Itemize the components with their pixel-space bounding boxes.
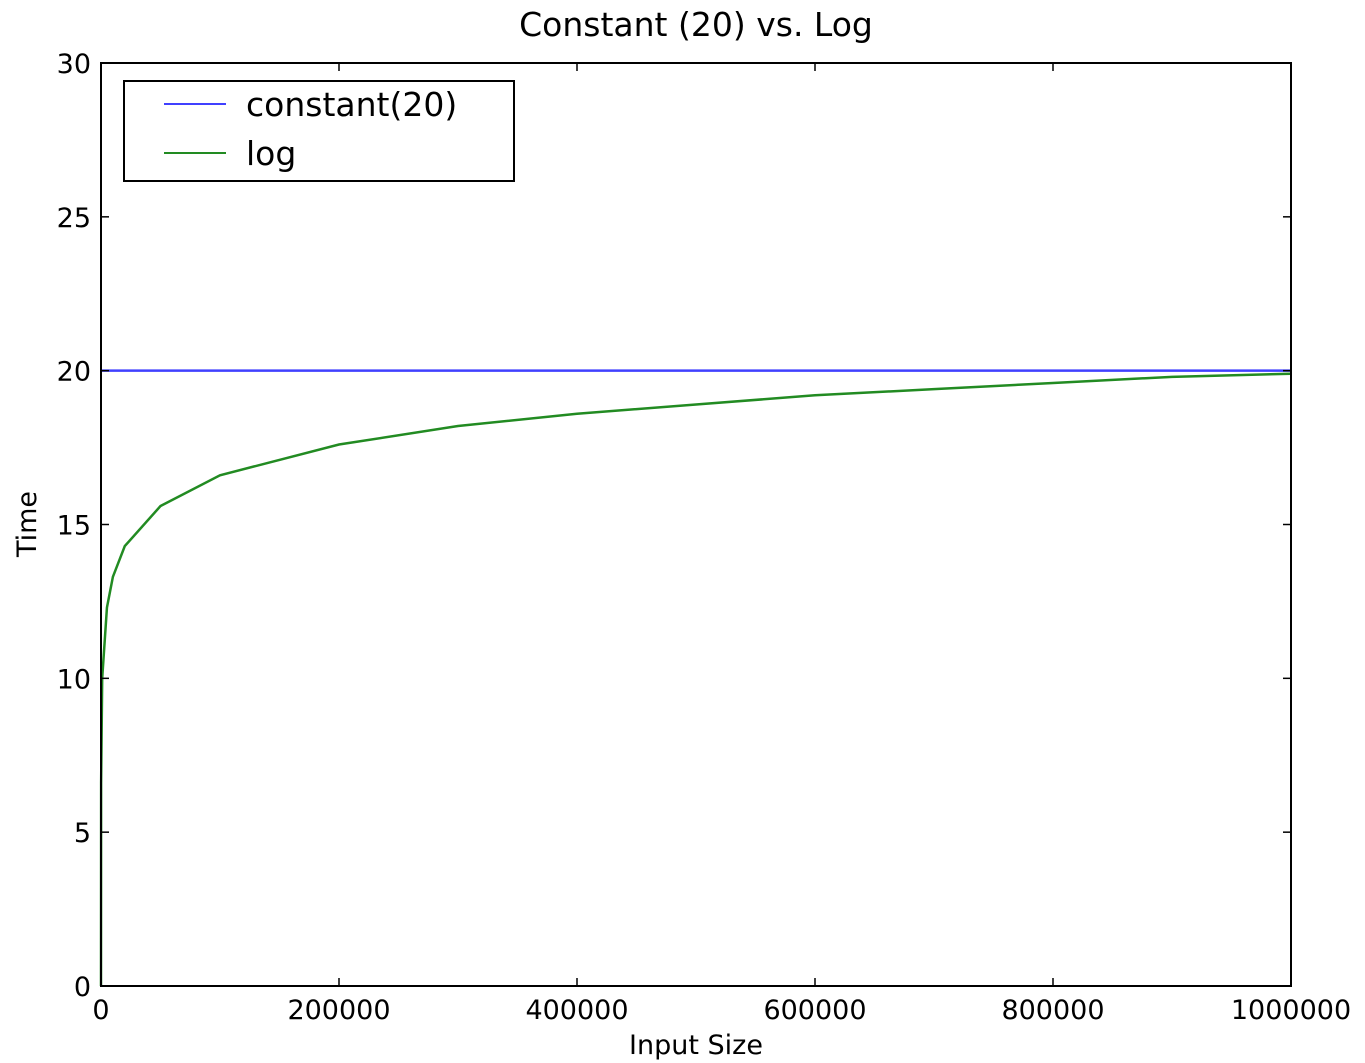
x-tick-label: 800000 bbox=[1001, 995, 1104, 1026]
legend-label-log: log bbox=[246, 134, 296, 173]
y-tick-label: 20 bbox=[57, 357, 91, 388]
x-tick-label: 600000 bbox=[763, 995, 866, 1026]
y-tick-label: 30 bbox=[57, 49, 91, 80]
y-axis-label: Time bbox=[12, 491, 43, 558]
y-tick-label: 10 bbox=[57, 664, 91, 695]
chart-title: Constant (20) vs. Log bbox=[519, 5, 873, 44]
y-tick-label: 0 bbox=[74, 972, 91, 1003]
x-tick-label: 400000 bbox=[525, 995, 628, 1026]
legend-box bbox=[123, 80, 515, 182]
y-tick-label: 25 bbox=[57, 203, 91, 234]
x-tick-label: 200000 bbox=[287, 995, 390, 1026]
plot-area-frame bbox=[100, 62, 1292, 987]
ticks-layer: 0 200000 400000 600000 800000 1000000 0 5 10 15 20… bbox=[57, 49, 1351, 1026]
x-axis-label: Input Size bbox=[629, 1030, 763, 1061]
y-tick-label: 15 bbox=[57, 511, 91, 542]
y-tick-label: 5 bbox=[74, 818, 91, 849]
series-layer bbox=[99, 369, 1292, 987]
x-tick-label: 0 bbox=[92, 995, 109, 1026]
x-tick-label: 1000000 bbox=[1231, 995, 1351, 1026]
legend: constant(20) log bbox=[123, 80, 515, 182]
series-line-log bbox=[99, 372, 1292, 987]
legend-label-constant: constant(20) bbox=[246, 85, 457, 124]
